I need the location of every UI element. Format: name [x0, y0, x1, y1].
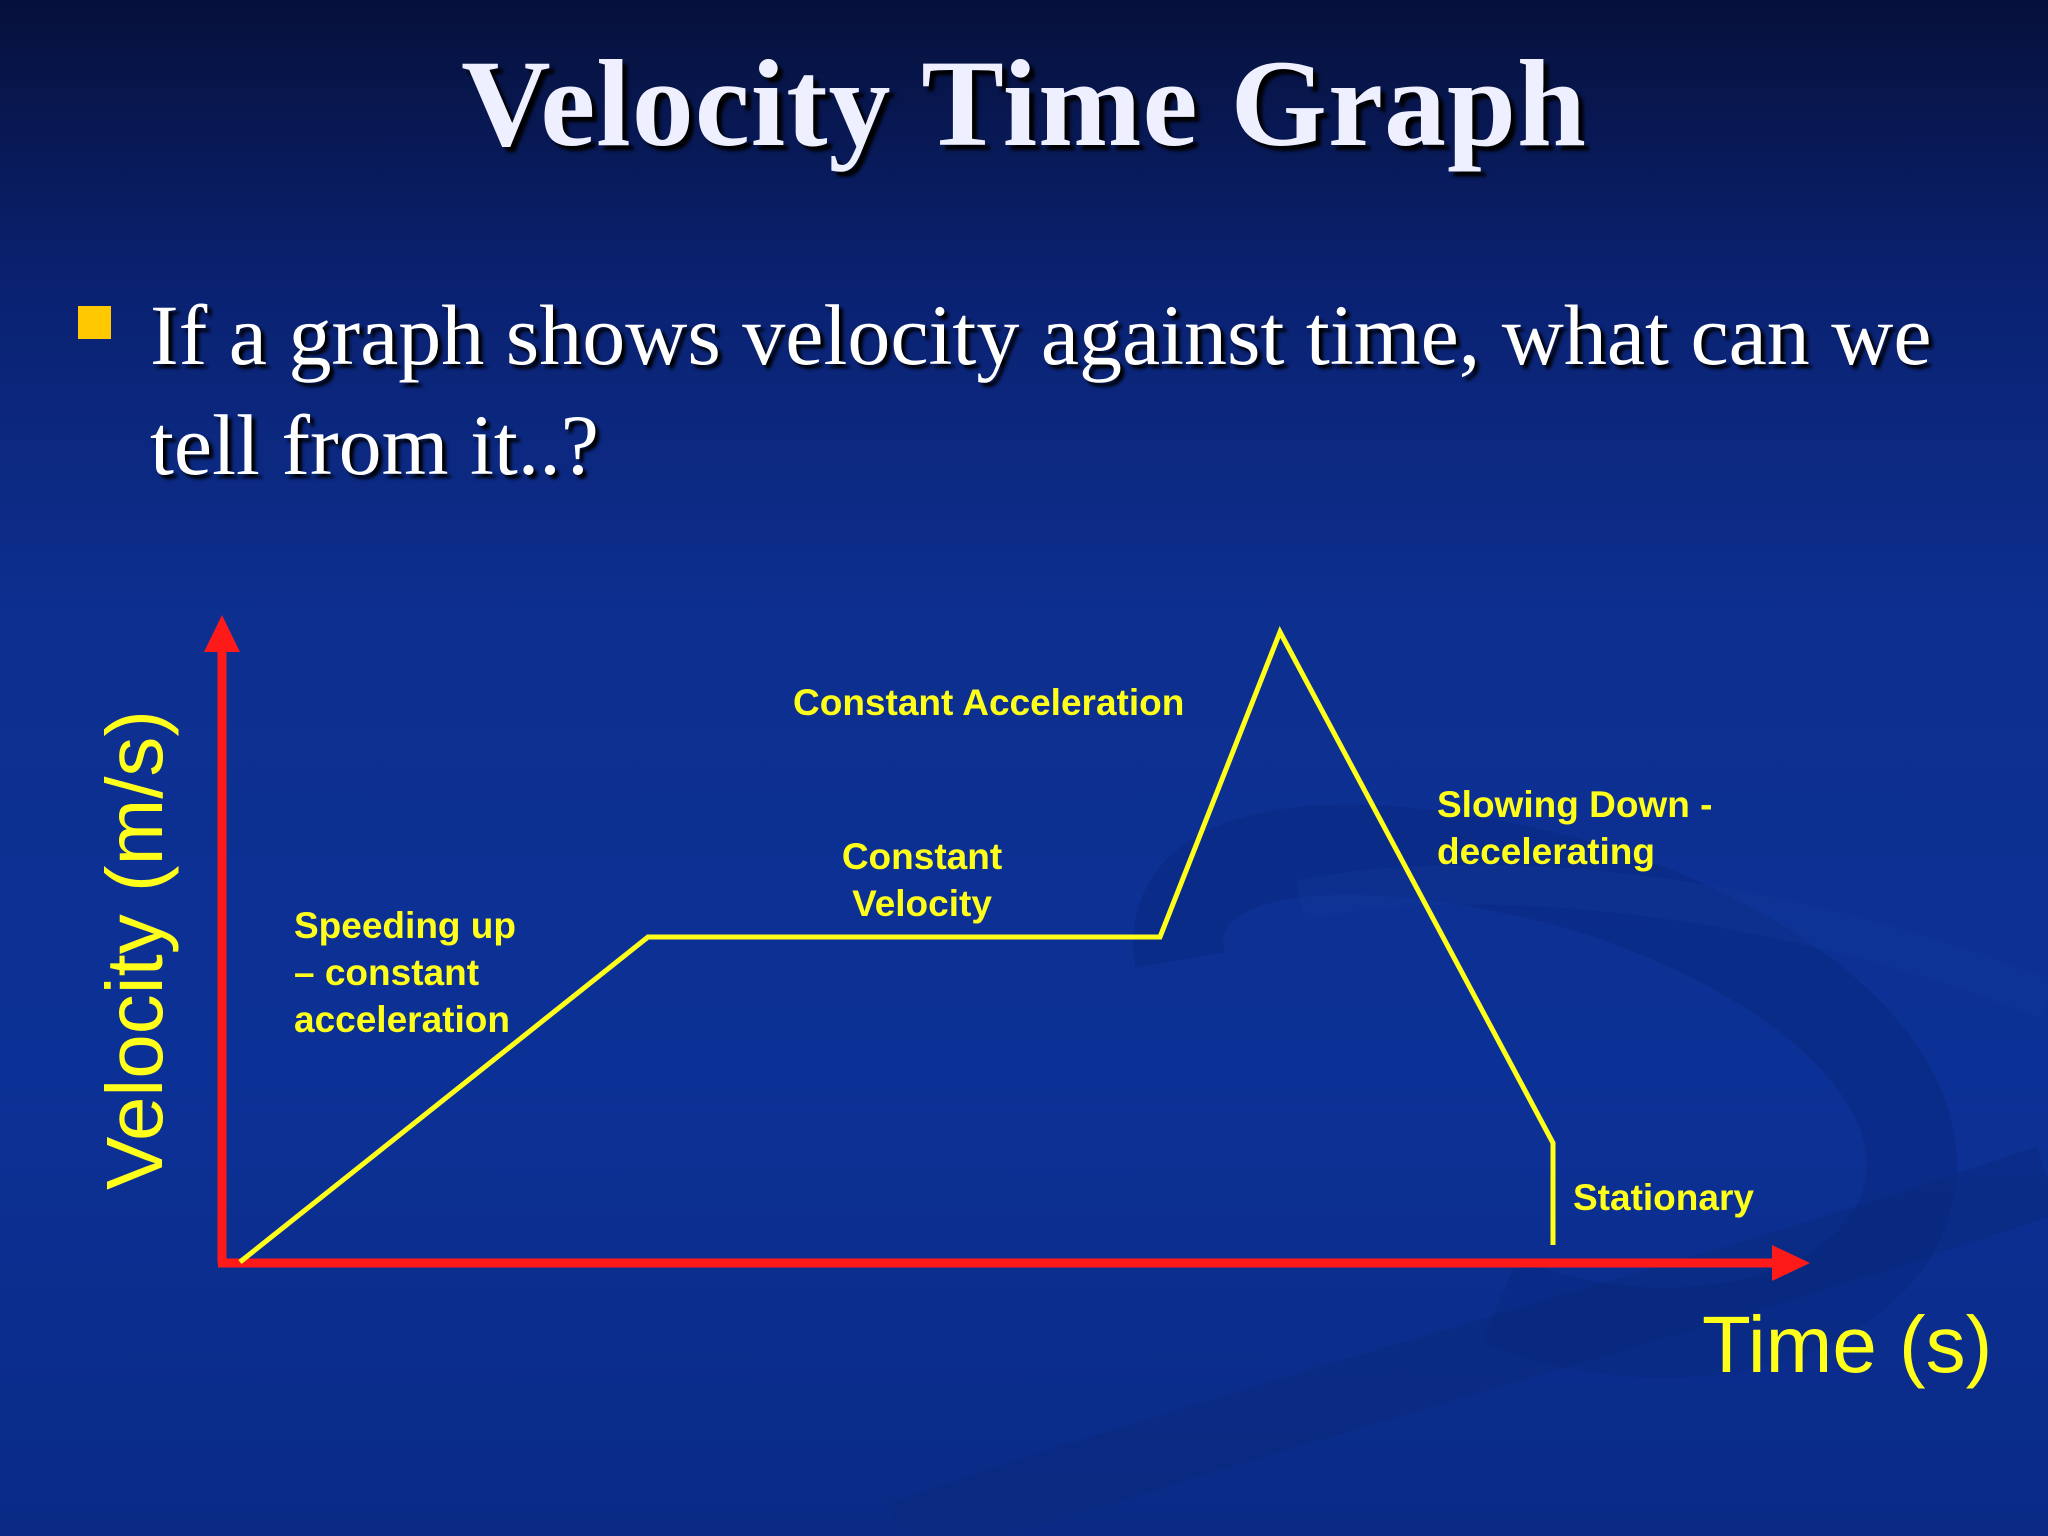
bullet-square-icon [78, 306, 111, 339]
y-axis-arrowhead-icon [204, 615, 240, 652]
velocity-line [238, 626, 1556, 1264]
label-speeding-up-line-3: acceleration [294, 999, 510, 1040]
x-axis-arrowhead-icon [1772, 1245, 1810, 1281]
label-speeding-up-line-2: – constant [294, 952, 479, 993]
y-axis-label: Velocity (m/s) [90, 710, 179, 1190]
x-axis-label: Time (s) [1702, 1300, 1992, 1389]
label-constant-acceleration: Constant Acceleration [793, 682, 1184, 723]
label-speeding-up-line-1: Speeding up [294, 905, 516, 946]
slide-title: Velocity Time Graph [461, 35, 1587, 172]
label-slowing-down-line-1: Slowing Down - [1437, 784, 1712, 825]
label-constant-velocity-line-1: Constant [842, 836, 1002, 877]
label-constant-velocity-line-2: Velocity [852, 883, 992, 924]
label-stationary: Stationary [1573, 1177, 1754, 1218]
label-slowing-down-line-2: decelerating [1437, 831, 1655, 872]
bullet-text: If a graph shows velocity against time, … [150, 287, 1932, 493]
